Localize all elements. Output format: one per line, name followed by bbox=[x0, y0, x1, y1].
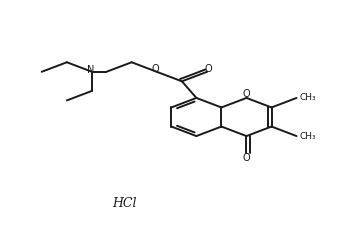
Text: O: O bbox=[242, 153, 250, 163]
Text: CH₃: CH₃ bbox=[299, 132, 316, 141]
Text: N: N bbox=[87, 65, 94, 75]
Text: O: O bbox=[242, 89, 250, 99]
Text: CH₃: CH₃ bbox=[299, 93, 316, 102]
Text: O: O bbox=[205, 64, 212, 73]
Text: HCl: HCl bbox=[112, 197, 136, 210]
Text: O: O bbox=[152, 64, 160, 73]
